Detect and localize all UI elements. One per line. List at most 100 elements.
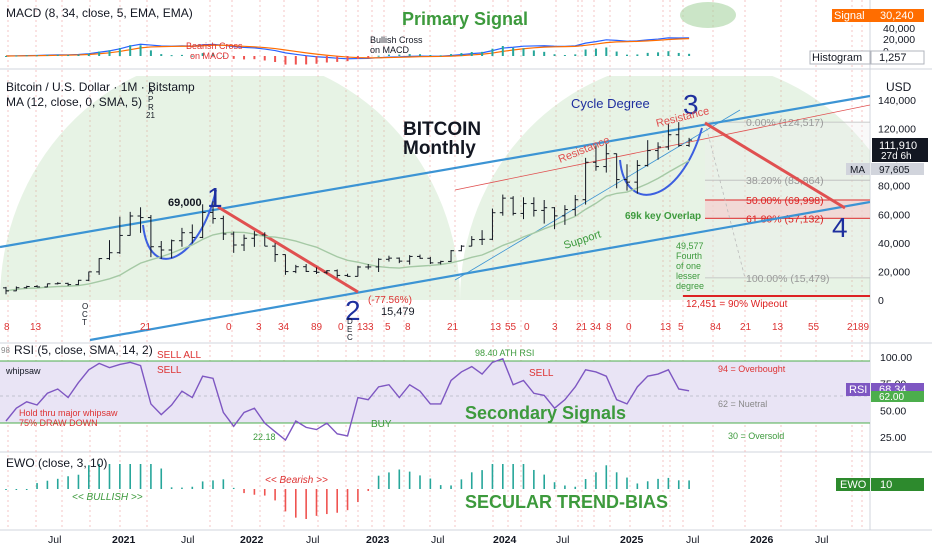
ewo-badge [836, 478, 870, 491]
fib-level-label: 61.80% (57,132) [746, 213, 824, 225]
ewo-badge-value: 10 [880, 479, 892, 491]
candle [675, 122, 682, 147]
candle [210, 201, 216, 224]
macd-histogram-bar [470, 51, 473, 56]
candle [489, 208, 496, 241]
time-axis-label: Jul [686, 534, 699, 546]
signal-badge-label: Signal [834, 10, 865, 22]
ewo-bar [150, 464, 152, 489]
macd-histogram-bar [594, 48, 597, 56]
ewo-bar [284, 489, 287, 512]
ewo-bar [388, 472, 390, 489]
time-axis-label: 2023 [366, 534, 390, 546]
time-axis-label: 2022 [240, 534, 264, 546]
price-tick-label: 140,000 [878, 95, 916, 107]
rsi-badge [846, 383, 870, 396]
rsi-annotations: RSI (5, close, SMA, 14, 2) 98 SELL ALL S… [1, 343, 786, 442]
impulse-curve-3 [619, 127, 703, 196]
bullish-cross-label: Bullish Cross [370, 35, 423, 45]
candle [582, 157, 589, 205]
bearish-label: << Bearish >> [265, 475, 328, 486]
macd-histogram-bar [367, 56, 370, 58]
ewo-bar [15, 489, 18, 490]
macd-histogram-bar [67, 55, 70, 57]
candle [178, 227, 185, 247]
time-axis-label: Jul [48, 534, 61, 546]
wave-3-label: 3 [683, 89, 699, 120]
macd-histogram-bar [615, 51, 618, 56]
candle [75, 279, 82, 286]
macd-pane [5, 2, 736, 65]
rsi-tick-label: 100.00 [880, 352, 912, 364]
fib-count-label: 13 [30, 322, 42, 333]
wave2-pct-label: (-77.56%) [368, 295, 412, 306]
price-title-line2: Monthly [403, 138, 476, 159]
bullish-cross-label-2: on MACD [370, 45, 410, 55]
buy-label: BUY [371, 419, 392, 430]
ewo-bar [160, 468, 163, 489]
ewo-bar [253, 489, 256, 495]
ewo-bar [98, 464, 100, 489]
ewo-bar [77, 474, 80, 489]
ewo-bar [263, 489, 266, 496]
fib-count-label: 21 [847, 322, 859, 333]
macd-histogram-bar [160, 54, 163, 56]
fib-count-label: 3 [368, 322, 374, 333]
macd-histogram-bar [284, 56, 287, 65]
candle [116, 216, 123, 254]
fib-count-label: 13 [772, 322, 784, 333]
oct-1: O [82, 302, 88, 311]
ma-line [5, 159, 690, 292]
candle [54, 282, 61, 285]
ewo-bar [657, 478, 659, 489]
fib-level-label: 0.00% (124,517) [746, 117, 824, 129]
price-tick-label: 60,000 [878, 209, 910, 221]
fib-count-label: 55 [505, 322, 517, 333]
fib-count-label: 21 [447, 322, 459, 333]
fib-count-label: 0 [338, 322, 344, 333]
rsi-band [0, 361, 870, 423]
ewo-bar [108, 464, 111, 489]
bearish-cross-label-2: on MACD [190, 51, 230, 61]
ewo-bar [274, 489, 276, 501]
ewo-bar [222, 479, 225, 489]
apr-4: 21 [146, 111, 155, 120]
fib-count-label: 0 [524, 322, 530, 333]
ma-badge [846, 163, 870, 175]
signal-badge [832, 9, 872, 22]
price-tick-label: 120,000 [878, 124, 916, 136]
oct-3: T [82, 318, 87, 327]
ma-value-box [871, 163, 924, 175]
macd-tick-label: 20,000 [883, 34, 915, 46]
rsi-low-label: 22.18 [253, 432, 276, 442]
time-axis-label: 2025 [620, 534, 644, 546]
candle [3, 286, 9, 295]
candle [686, 137, 693, 147]
apr-2: P [148, 95, 153, 104]
macd-histogram-bar [460, 53, 463, 56]
ewo-bar [584, 479, 587, 489]
last-price: 111,910 [879, 140, 917, 152]
fib-count-label: 8 [606, 322, 612, 333]
ewo-bar [367, 489, 370, 491]
rsi-tick-label: 50.00 [880, 405, 906, 417]
fib-count-label: 8 [4, 322, 10, 333]
rsi-badge-label: RSI [849, 384, 867, 396]
candle [613, 153, 620, 189]
macd-histogram-bar [563, 54, 566, 56]
oversold-label: 30 = Oversold [728, 431, 784, 441]
sell-all-label: SELL ALL [157, 350, 202, 361]
sell-label-2: SELL [529, 368, 554, 379]
ewo-bar [212, 480, 214, 489]
candle [230, 231, 237, 253]
candle [344, 273, 351, 277]
signal-badge-value: 30,240 [880, 10, 914, 22]
countdown: 27d 6h [881, 151, 912, 162]
candles [3, 122, 693, 295]
ewo-bar [636, 483, 639, 489]
candle [572, 195, 579, 216]
oct-2: C [82, 310, 88, 319]
support-thin [454, 109, 741, 281]
macd-histogram-bar [15, 55, 18, 57]
candle [323, 270, 330, 274]
